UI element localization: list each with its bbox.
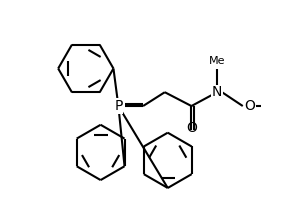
Text: Me: Me bbox=[209, 56, 225, 65]
Text: O: O bbox=[186, 121, 197, 135]
Text: O: O bbox=[245, 99, 256, 113]
Text: P: P bbox=[114, 99, 123, 113]
Text: N: N bbox=[212, 85, 222, 99]
